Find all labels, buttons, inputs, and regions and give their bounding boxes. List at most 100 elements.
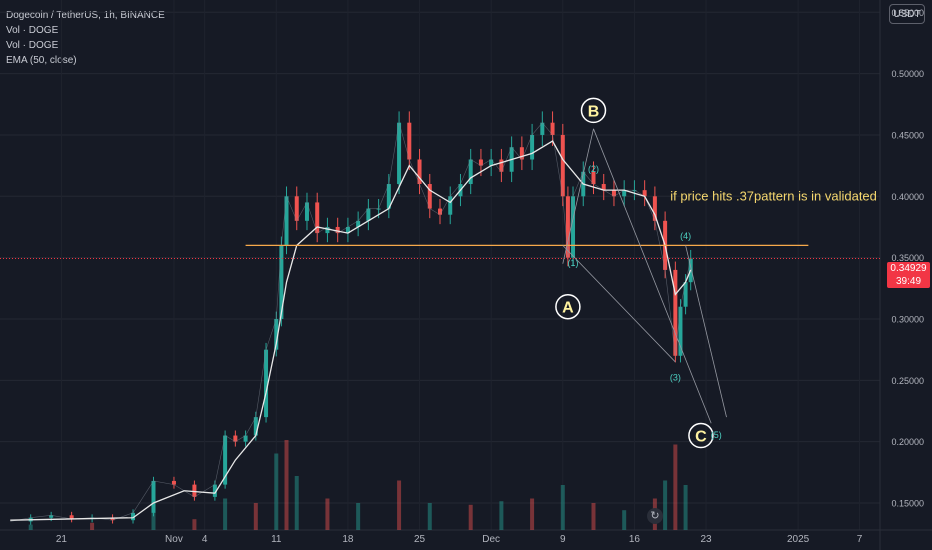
candle-body <box>499 159 504 172</box>
candle-body <box>407 122 412 160</box>
candle-body <box>683 282 688 307</box>
candle-body <box>642 190 647 197</box>
volume-bar <box>499 501 504 530</box>
candle-body <box>69 515 74 519</box>
volume-bar <box>673 444 678 530</box>
wave-marker-circle <box>555 293 581 320</box>
candle-body <box>304 202 309 221</box>
wave-marker-c: C <box>695 429 707 446</box>
x-tick-label: 16 <box>629 534 641 545</box>
wave-marker-a: A <box>562 300 574 317</box>
candle-body <box>171 480 176 485</box>
candle-countdown: 39:49 <box>895 276 922 287</box>
volume-bar <box>192 519 197 530</box>
volume-bar <box>28 524 33 530</box>
candle-body <box>571 196 576 258</box>
candle-body <box>540 122 545 135</box>
candle-body <box>560 134 565 197</box>
legend-volume-1[interactable]: Vol · DOGE <box>6 25 59 36</box>
candle-body <box>376 208 381 210</box>
candle-body <box>601 184 606 191</box>
volume-bar <box>530 498 535 530</box>
y-tick-label: 0.20000 <box>891 437 924 447</box>
current-price-tag: 0.34929 39:49 <box>887 262 930 288</box>
candle-body <box>49 515 54 518</box>
volume-bar <box>274 453 279 530</box>
candle-body <box>274 318 279 350</box>
volume-bar <box>622 510 627 530</box>
chart-legend: Dogecoin / TetherUS, 1h, BINANCE Vol · D… <box>6 8 165 68</box>
wave-marker-circle <box>580 97 607 124</box>
y-tick-label: 0.25000 <box>891 376 924 386</box>
candle-body <box>519 147 524 160</box>
y-tick-label: 0.45000 <box>891 130 924 140</box>
candle-body <box>448 196 453 215</box>
candle-body <box>294 196 299 221</box>
candle-body <box>611 190 616 197</box>
volume-bar <box>560 485 565 530</box>
sub-wave-label: (4) <box>680 231 691 241</box>
sub-wave-label: (3) <box>670 372 681 382</box>
ema-line <box>10 140 692 521</box>
candle-body <box>417 159 422 185</box>
lightning-refresh-icon[interactable]: ↻ <box>647 508 663 524</box>
x-tick-label: Dec <box>482 534 500 545</box>
candle-body <box>212 484 217 497</box>
volume-bar <box>468 504 473 530</box>
volume-bar <box>427 503 432 530</box>
candle-body <box>427 184 432 209</box>
candle-body <box>151 480 156 513</box>
candle-body <box>530 134 535 160</box>
candle-body <box>110 517 115 521</box>
legend-volume-2[interactable]: Vol · DOGE <box>6 40 59 51</box>
volume-bar <box>253 503 258 530</box>
volume-bar <box>663 480 668 530</box>
y-tick-label: 0.15000 <box>891 499 924 509</box>
legend-symbol[interactable]: Dogecoin / TetherUS, 1h, BINANCE <box>6 10 165 21</box>
x-tick-label: 25 <box>414 534 426 545</box>
candle-body <box>253 417 258 436</box>
candle-body <box>223 435 228 485</box>
x-tick-label: 18 <box>342 534 354 545</box>
channel-line <box>593 128 712 424</box>
candle-body <box>366 208 371 221</box>
volume-bar <box>90 522 95 530</box>
y-tick-label: 0.30000 <box>891 314 924 324</box>
legend-ema[interactable]: EMA (50, close) <box>6 55 77 66</box>
candle-body <box>284 196 289 246</box>
candle-body <box>478 159 483 166</box>
y-tick-label: 0.55000 <box>891 8 924 18</box>
volume-bar <box>325 498 330 530</box>
currency-unit-button[interactable]: USDT <box>889 4 925 24</box>
candle-body <box>468 159 473 185</box>
sub-wave-label: (1) <box>568 258 579 268</box>
sub-wave-label: (5) <box>711 430 722 440</box>
volume-bar <box>223 498 228 530</box>
candle-body <box>233 435 238 442</box>
candle-body <box>192 484 197 497</box>
wave-marker-b: B <box>588 103 600 120</box>
close-line <box>10 122 691 522</box>
channel-line <box>562 245 676 363</box>
x-tick-label: 2025 <box>787 534 810 545</box>
y-tick-label: 0.40000 <box>891 192 924 202</box>
candle-body <box>673 269 678 356</box>
volume-bar <box>151 507 156 530</box>
sub-wave-label: (2) <box>588 164 599 174</box>
candle-body <box>279 245 284 319</box>
candle-body <box>652 196 657 221</box>
y-tick-label: 0.35000 <box>891 253 924 263</box>
candle-body <box>243 435 248 442</box>
candle-body <box>438 208 442 215</box>
candle-body <box>622 190 627 197</box>
candle-body <box>591 171 596 185</box>
candle-body <box>565 196 570 258</box>
channel-line <box>562 128 594 264</box>
candle-body <box>264 349 269 418</box>
candle-body <box>315 202 320 234</box>
volume-bar <box>591 503 596 530</box>
candle-body <box>489 159 494 166</box>
candle-body <box>345 226 350 234</box>
candle-body <box>335 226 340 234</box>
